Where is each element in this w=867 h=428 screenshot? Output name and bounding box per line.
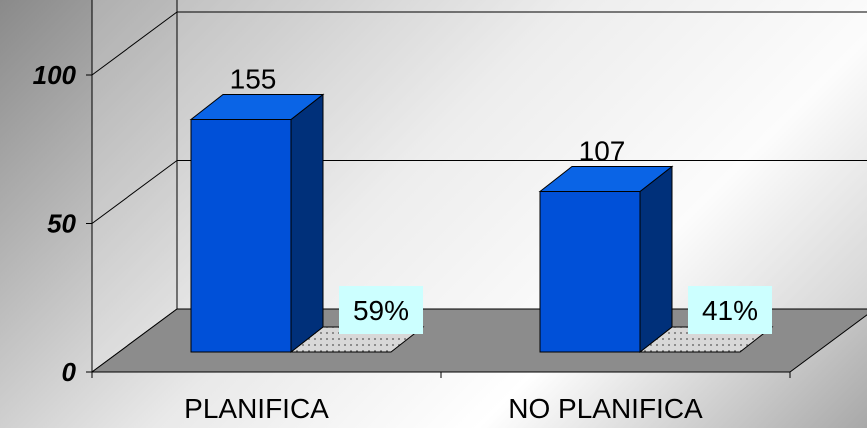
bar-value-label: 155 bbox=[230, 64, 277, 95]
y-axis-ticks: 050100150200 bbox=[33, 60, 92, 387]
gridline-side bbox=[91, 160, 178, 224]
x-axis-labels: PLANIFICA NO PLANIFICA bbox=[184, 393, 703, 424]
bar-front bbox=[539, 191, 641, 353]
x-category-label: NO PLANIFICA bbox=[508, 393, 703, 424]
bar-front bbox=[190, 119, 292, 353]
percent-label: 59% bbox=[353, 295, 409, 326]
bar-value-label: 107 bbox=[579, 136, 626, 167]
percent-label: 41% bbox=[702, 295, 758, 326]
bars: 155 59% 107 41% bbox=[189, 64, 774, 354]
y-tick-label: 0 bbox=[62, 357, 77, 387]
gridline-side bbox=[91, 11, 178, 76]
bar-side bbox=[290, 93, 324, 354]
side-wall bbox=[91, 0, 178, 373]
x-category-label: PLANIFICA bbox=[184, 393, 329, 424]
percent-label-box bbox=[339, 286, 423, 334]
y-tick-label: 100 bbox=[33, 60, 77, 90]
bar-side bbox=[639, 165, 673, 354]
percent-label-box bbox=[688, 286, 772, 334]
y-tick-label: 50 bbox=[47, 209, 76, 239]
chart-walls bbox=[91, 0, 867, 373]
